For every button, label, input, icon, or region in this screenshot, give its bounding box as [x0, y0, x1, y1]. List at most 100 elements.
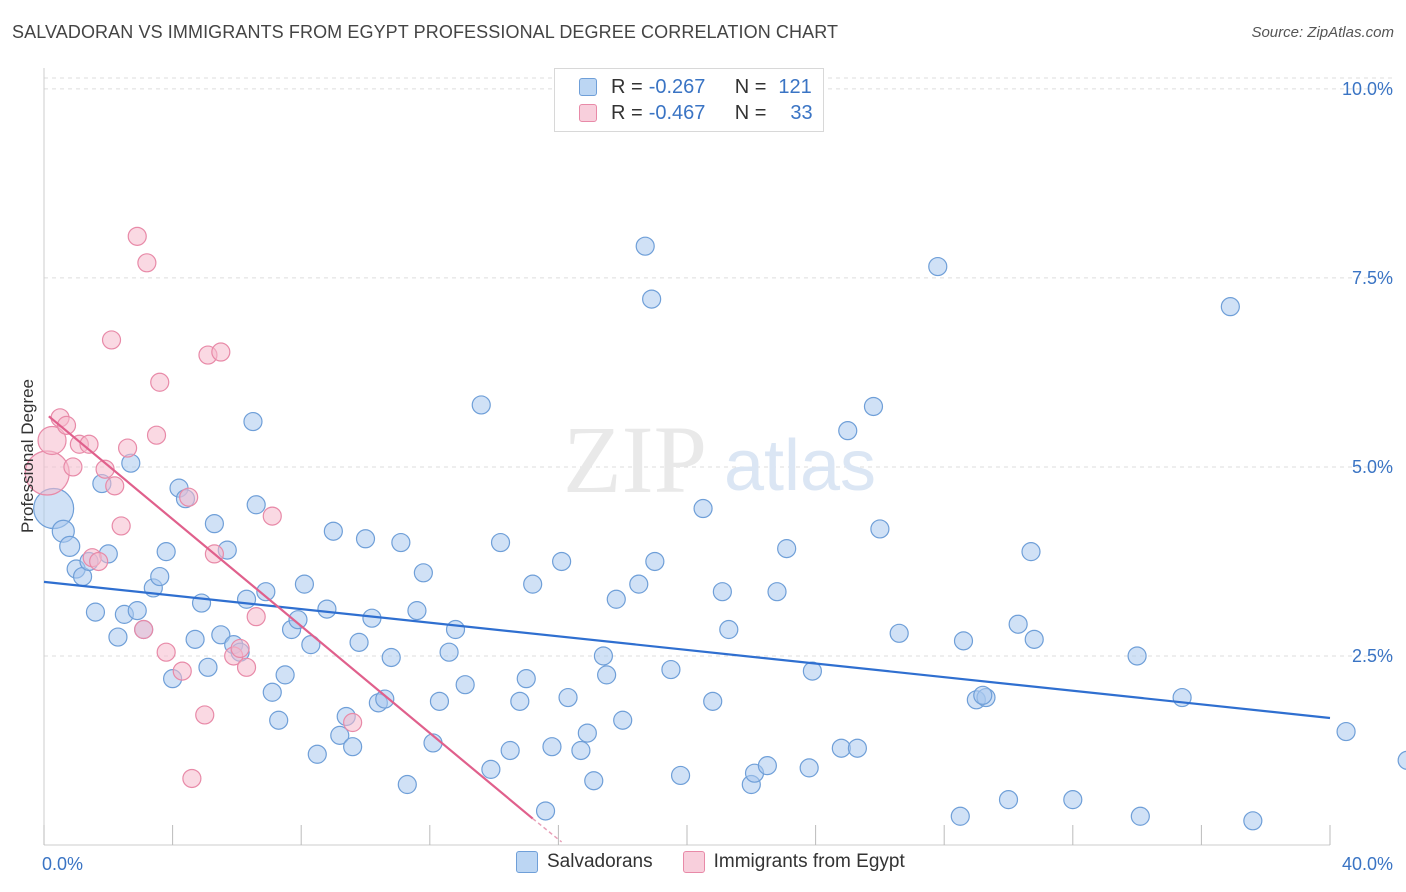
data-point	[703, 691, 723, 711]
stats-legend: R = -0.267 N = 121 R = -0.467 N = 33	[554, 68, 824, 132]
data-point	[516, 669, 536, 689]
data-point	[863, 396, 884, 417]
data-point	[79, 434, 99, 454]
trend-lines	[43, 415, 1331, 843]
legend-row-salvadorans: R = -0.267 N = 121	[579, 74, 812, 100]
data-point	[156, 542, 176, 562]
egypt-points	[24, 226, 363, 789]
data-point	[455, 675, 475, 695]
tick-labels: 2.5% 5.0% 7.5% 10.0% 0.0% 40.0%	[42, 79, 1393, 874]
legend-row-egypt: R = -0.467 N = 33	[579, 100, 813, 126]
legend-swatch-blue	[516, 851, 538, 873]
data-point	[1220, 297, 1240, 317]
legend-n-label: N =	[734, 101, 767, 124]
watermark-zip: ZIP	[563, 406, 707, 513]
watermark: ZIP atlas	[563, 406, 876, 513]
data-point	[127, 601, 147, 621]
data-point	[198, 657, 218, 677]
data-point	[150, 372, 170, 392]
legend-label: Salvadorans	[547, 851, 653, 872]
legend-r-label: R =	[611, 101, 643, 124]
data-point	[998, 790, 1019, 810]
data-point	[535, 801, 556, 821]
data-point	[56, 415, 77, 435]
data-point	[246, 607, 266, 627]
data-point	[613, 710, 633, 730]
legend-swatch-pink	[682, 851, 705, 873]
data-point	[343, 737, 363, 757]
data-point	[799, 758, 819, 778]
data-point	[236, 589, 257, 609]
data-point	[889, 623, 909, 643]
legend-swatch-blue	[579, 78, 597, 96]
data-point	[127, 226, 147, 246]
data-point	[413, 563, 433, 583]
data-point	[661, 659, 681, 680]
data-point	[330, 725, 350, 745]
data-point	[89, 551, 109, 572]
data-point	[577, 723, 597, 743]
data-point	[1024, 629, 1044, 649]
data-point	[635, 236, 655, 256]
data-point	[108, 627, 128, 647]
data-point	[211, 342, 231, 362]
data-point	[134, 619, 154, 640]
data-point	[182, 768, 202, 789]
data-point	[950, 806, 970, 826]
data-point	[831, 738, 851, 758]
data-point	[185, 629, 205, 649]
data-point	[317, 599, 337, 619]
data-point	[343, 712, 363, 733]
data-point	[670, 765, 691, 786]
data-point	[262, 682, 282, 702]
data-point	[645, 551, 665, 572]
data-point	[629, 574, 649, 594]
data-point	[262, 506, 282, 526]
legend-item-salvadorans[interactable]: Salvadorans	[516, 851, 653, 873]
data-point	[294, 574, 315, 594]
data-point	[642, 289, 662, 309]
data-point	[767, 582, 787, 602]
series-legend: Salvadorans Immigrants from Egypt	[516, 851, 935, 873]
data-point	[156, 642, 176, 662]
legend-item-egypt[interactable]: Immigrants from Egypt	[682, 851, 905, 873]
legend-n-value: 33	[790, 101, 813, 124]
data-point	[191, 593, 212, 613]
legend-r-value: -0.267	[648, 75, 706, 98]
data-point	[928, 256, 948, 277]
y-axis-label: Professional Degree	[18, 378, 37, 534]
data-point	[105, 476, 125, 496]
data-point	[558, 687, 578, 708]
chart-title: SALVADORAN VS IMMIGRANTS FROM EGYPT PROF…	[12, 22, 839, 42]
data-point	[323, 521, 343, 541]
data-point	[111, 516, 131, 536]
data-point	[117, 438, 138, 458]
data-point	[552, 551, 572, 572]
data-point	[195, 705, 215, 725]
data-point	[953, 631, 974, 651]
data-point	[1021, 542, 1041, 562]
legend-n-label: N =	[734, 75, 767, 98]
data-point	[59, 535, 81, 557]
data-point	[429, 691, 450, 711]
data-point	[375, 689, 395, 709]
data-point	[439, 642, 459, 662]
data-point	[397, 774, 417, 795]
data-point	[85, 602, 106, 622]
data-point	[288, 610, 308, 630]
egypt-trend-line	[48, 415, 534, 820]
data-point	[1008, 614, 1028, 634]
data-point	[500, 740, 520, 761]
gridlines	[44, 77, 1395, 657]
data-point	[593, 646, 614, 666]
data-point	[243, 411, 263, 432]
y-tick-label: 2.5%	[1352, 646, 1393, 666]
source-label: Source: ZipAtlas.com	[1251, 24, 1394, 41]
data-point	[301, 635, 321, 655]
data-point	[571, 740, 591, 761]
data-point	[719, 619, 739, 640]
egypt-trend-extension	[532, 817, 563, 843]
data-point	[445, 619, 466, 640]
data-point	[973, 685, 993, 705]
data-point	[1127, 646, 1147, 666]
